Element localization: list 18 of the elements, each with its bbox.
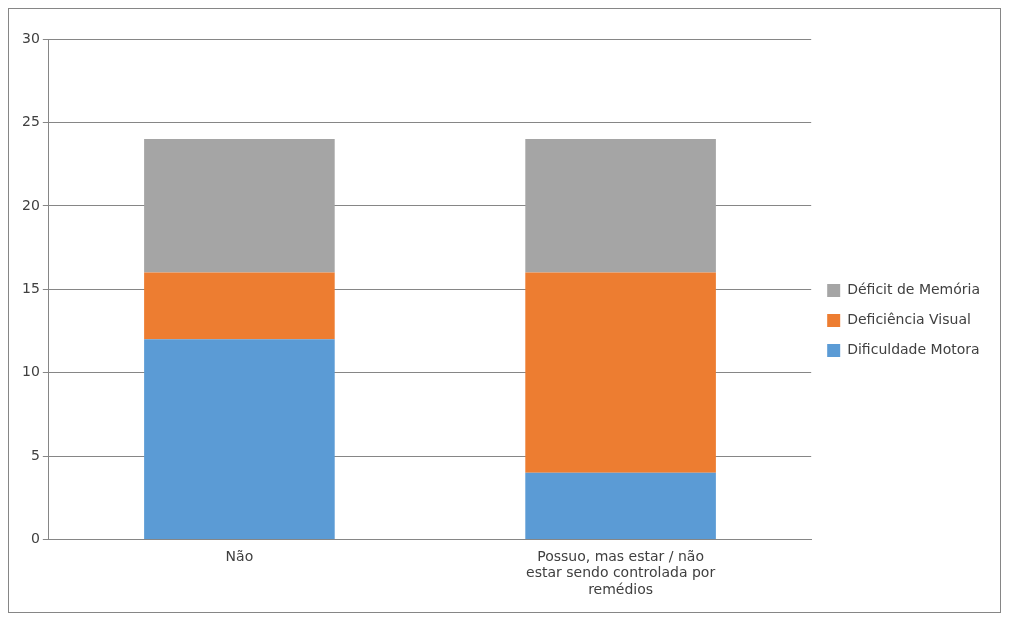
y-tick-label: 0 (30, 530, 40, 547)
y-tick-label: 5 (30, 446, 40, 463)
bar (144, 339, 335, 540)
y-tick-label: 25 (21, 113, 40, 130)
y-tick-label: 15 (21, 279, 40, 296)
y-tick-label: 10 (21, 363, 40, 380)
bar (525, 139, 716, 273)
y-tick-label: 30 (21, 29, 40, 46)
x-tick-label: Não (225, 547, 254, 564)
bar (525, 272, 716, 473)
legend-label: Déficit de Memória (847, 281, 980, 298)
legend-label: Dificuldade Motora (847, 341, 980, 358)
bar (144, 139, 335, 273)
bar (525, 472, 716, 540)
y-tick-label: 20 (21, 196, 40, 213)
bar (144, 272, 335, 340)
x-tick-label: Possuo, mas estar / não estar sendo controlada por remédios (526, 547, 716, 598)
legend-label: Deficiência Visual (847, 311, 971, 328)
